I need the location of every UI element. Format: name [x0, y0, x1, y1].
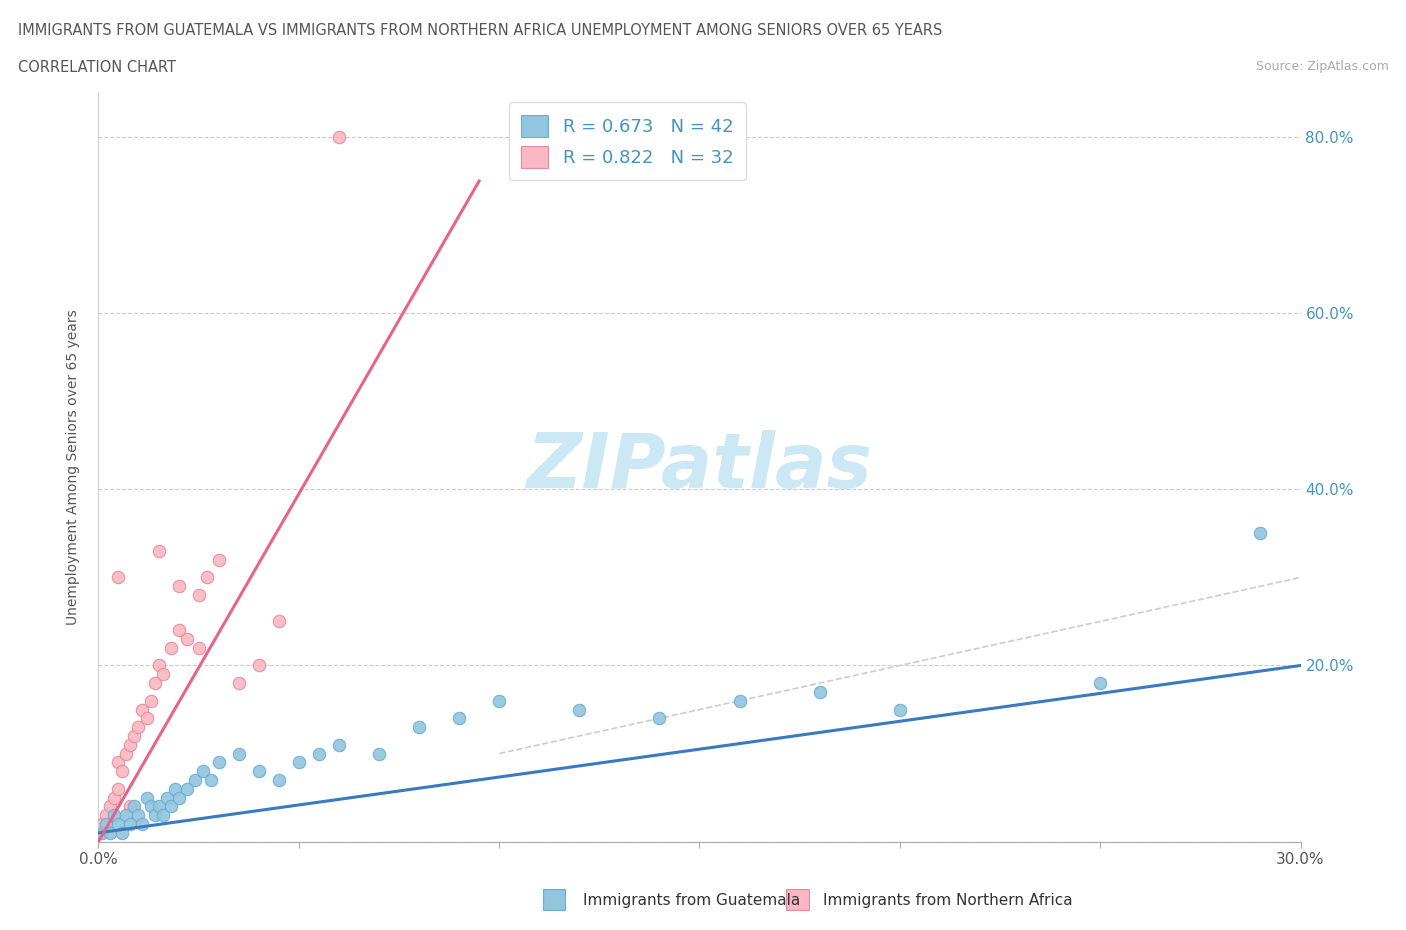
- Point: [107, 755, 129, 770]
- Text: Source: ZipAtlas.com: Source: ZipAtlas.com: [1256, 60, 1389, 73]
- Point: [247, 658, 270, 673]
- Point: [167, 623, 190, 638]
- Point: [120, 737, 142, 752]
- Point: [155, 790, 177, 805]
- Point: [728, 693, 751, 708]
- Point: [187, 641, 209, 656]
- Text: ZIPatlas: ZIPatlas: [526, 431, 873, 504]
- Point: [191, 764, 214, 778]
- Point: [111, 764, 134, 778]
- Point: [124, 799, 146, 814]
- Point: [143, 808, 166, 823]
- Point: [447, 711, 470, 725]
- Point: [103, 790, 125, 805]
- Point: [267, 773, 290, 788]
- Point: [115, 746, 138, 761]
- Point: [143, 676, 166, 691]
- Text: Immigrants from Guatemala: Immigrants from Guatemala: [583, 893, 801, 908]
- Point: [135, 790, 157, 805]
- Point: [228, 676, 250, 691]
- Point: [120, 817, 142, 831]
- Point: [368, 746, 391, 761]
- Point: [139, 799, 162, 814]
- Point: [308, 746, 330, 761]
- Point: [195, 570, 218, 585]
- Text: CORRELATION CHART: CORRELATION CHART: [18, 60, 176, 75]
- Point: [228, 746, 250, 761]
- Point: [159, 641, 181, 656]
- Text: Immigrants from Northern Africa: Immigrants from Northern Africa: [823, 893, 1073, 908]
- Point: [167, 578, 190, 593]
- Point: [167, 790, 190, 805]
- Point: [408, 720, 430, 735]
- Point: [96, 817, 118, 831]
- Point: [288, 755, 311, 770]
- Point: [267, 614, 290, 629]
- Point: [152, 808, 174, 823]
- Point: [124, 728, 146, 743]
- Point: [187, 588, 209, 603]
- Point: [131, 702, 153, 717]
- Point: [120, 799, 142, 814]
- Point: [568, 702, 591, 717]
- Point: [128, 720, 150, 735]
- Point: [163, 781, 186, 796]
- Point: [107, 570, 129, 585]
- Point: [115, 808, 138, 823]
- Point: [103, 808, 125, 823]
- Point: [200, 773, 222, 788]
- Point: [889, 702, 911, 717]
- Point: [107, 781, 129, 796]
- Point: [135, 711, 157, 725]
- Point: [148, 799, 170, 814]
- Point: [176, 781, 198, 796]
- Point: [100, 799, 122, 814]
- Y-axis label: Unemployment Among Seniors over 65 years: Unemployment Among Seniors over 65 years: [66, 310, 80, 625]
- Point: [96, 808, 118, 823]
- Point: [208, 552, 231, 567]
- Point: [152, 667, 174, 682]
- Text: IMMIGRANTS FROM GUATEMALA VS IMMIGRANTS FROM NORTHERN AFRICA UNEMPLOYMENT AMONG : IMMIGRANTS FROM GUATEMALA VS IMMIGRANTS …: [18, 23, 942, 38]
- Point: [328, 129, 350, 144]
- Point: [159, 799, 181, 814]
- Point: [208, 755, 231, 770]
- Point: [183, 773, 205, 788]
- Point: [131, 817, 153, 831]
- Point: [328, 737, 350, 752]
- Point: [91, 817, 114, 831]
- Point: [808, 684, 831, 699]
- Point: [148, 658, 170, 673]
- Point: [1250, 526, 1272, 541]
- Point: [148, 543, 170, 558]
- Point: [176, 631, 198, 646]
- Point: [139, 693, 162, 708]
- Point: [1088, 676, 1111, 691]
- Point: [648, 711, 671, 725]
- Point: [111, 826, 134, 841]
- Point: [128, 808, 150, 823]
- Point: [100, 826, 122, 841]
- Point: [91, 826, 114, 841]
- Legend: R = 0.673   N = 42, R = 0.822   N = 32: R = 0.673 N = 42, R = 0.822 N = 32: [509, 102, 747, 180]
- Point: [107, 817, 129, 831]
- Point: [247, 764, 270, 778]
- Point: [488, 693, 510, 708]
